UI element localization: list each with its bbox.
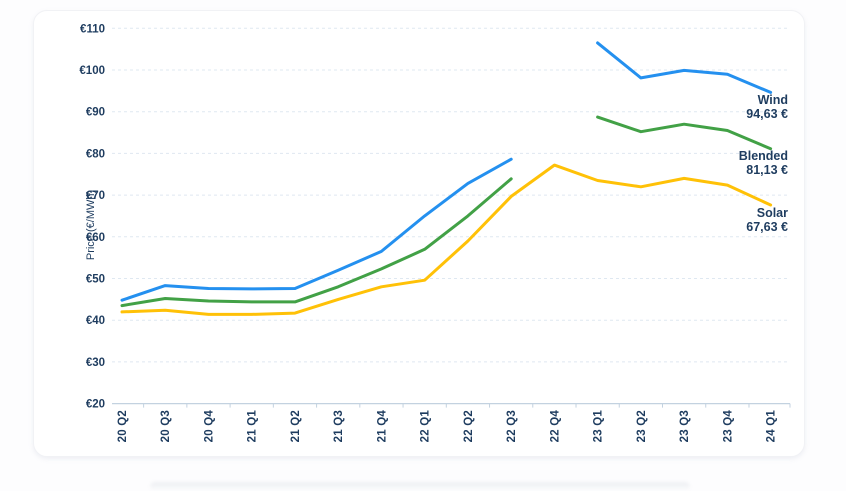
blended-series-value: 81,13 € bbox=[746, 163, 788, 177]
lower-card-shadow bbox=[150, 482, 690, 491]
x-tick-label: 22 Q1 bbox=[420, 410, 432, 443]
solar-series-value: 67,63 € bbox=[746, 220, 788, 234]
x-tick-label: 20 Q3 bbox=[160, 410, 172, 442]
y-tick-label: €70 bbox=[86, 190, 105, 202]
y-tick-label: €100 bbox=[79, 65, 105, 77]
solar-line bbox=[120, 163, 773, 316]
y-tick-label: €40 bbox=[86, 315, 105, 327]
y-tick-label: €80 bbox=[86, 148, 105, 160]
y-tick-label: €110 bbox=[80, 23, 105, 35]
y-tick-label: €60 bbox=[86, 232, 105, 244]
x-tick-label: 22 Q2 bbox=[463, 410, 475, 442]
x-tick-label: 21 Q2 bbox=[290, 410, 302, 442]
x-tick-label: 23 Q3 bbox=[679, 410, 691, 442]
y-tick-label: €90 bbox=[86, 107, 105, 119]
x-tick-label: 22 Q3 bbox=[506, 410, 518, 442]
x-tick-label: 23 Q4 bbox=[722, 410, 734, 443]
x-tick-label: 23 Q1 bbox=[593, 410, 605, 443]
blended-series-label: Blended 81,13 € bbox=[739, 149, 788, 177]
x-tick-label: 23 Q2 bbox=[636, 410, 648, 442]
x-tick-label: 22 Q4 bbox=[549, 410, 561, 443]
y-tick-label: €30 bbox=[86, 357, 105, 369]
x-tick-label: 21 Q4 bbox=[376, 410, 388, 443]
x-tick-label: 21 Q1 bbox=[247, 410, 259, 443]
blended-line bbox=[120, 115, 773, 308]
x-tick-label: 21 Q3 bbox=[333, 410, 345, 442]
blended-series-name: Blended bbox=[738, 149, 788, 163]
wind-series-name: Wind bbox=[757, 93, 788, 107]
wind-series-value: 94,63 € bbox=[746, 107, 788, 121]
wind-line bbox=[120, 41, 773, 302]
x-tick-label: 24 Q1 bbox=[766, 410, 778, 443]
y-tick-label: €20 bbox=[86, 399, 105, 411]
solar-series-name: Solar bbox=[756, 206, 788, 220]
y-tick-label: €50 bbox=[86, 274, 105, 286]
wind-series-label: Wind 94,63 € bbox=[746, 93, 788, 121]
x-tick-label: 20 Q2 bbox=[117, 410, 129, 442]
solar-series-label: Solar 67,63 € bbox=[746, 206, 788, 234]
chart-card: Price (€/MWh) bbox=[33, 10, 805, 457]
x-tick-label: 20 Q4 bbox=[203, 410, 215, 443]
